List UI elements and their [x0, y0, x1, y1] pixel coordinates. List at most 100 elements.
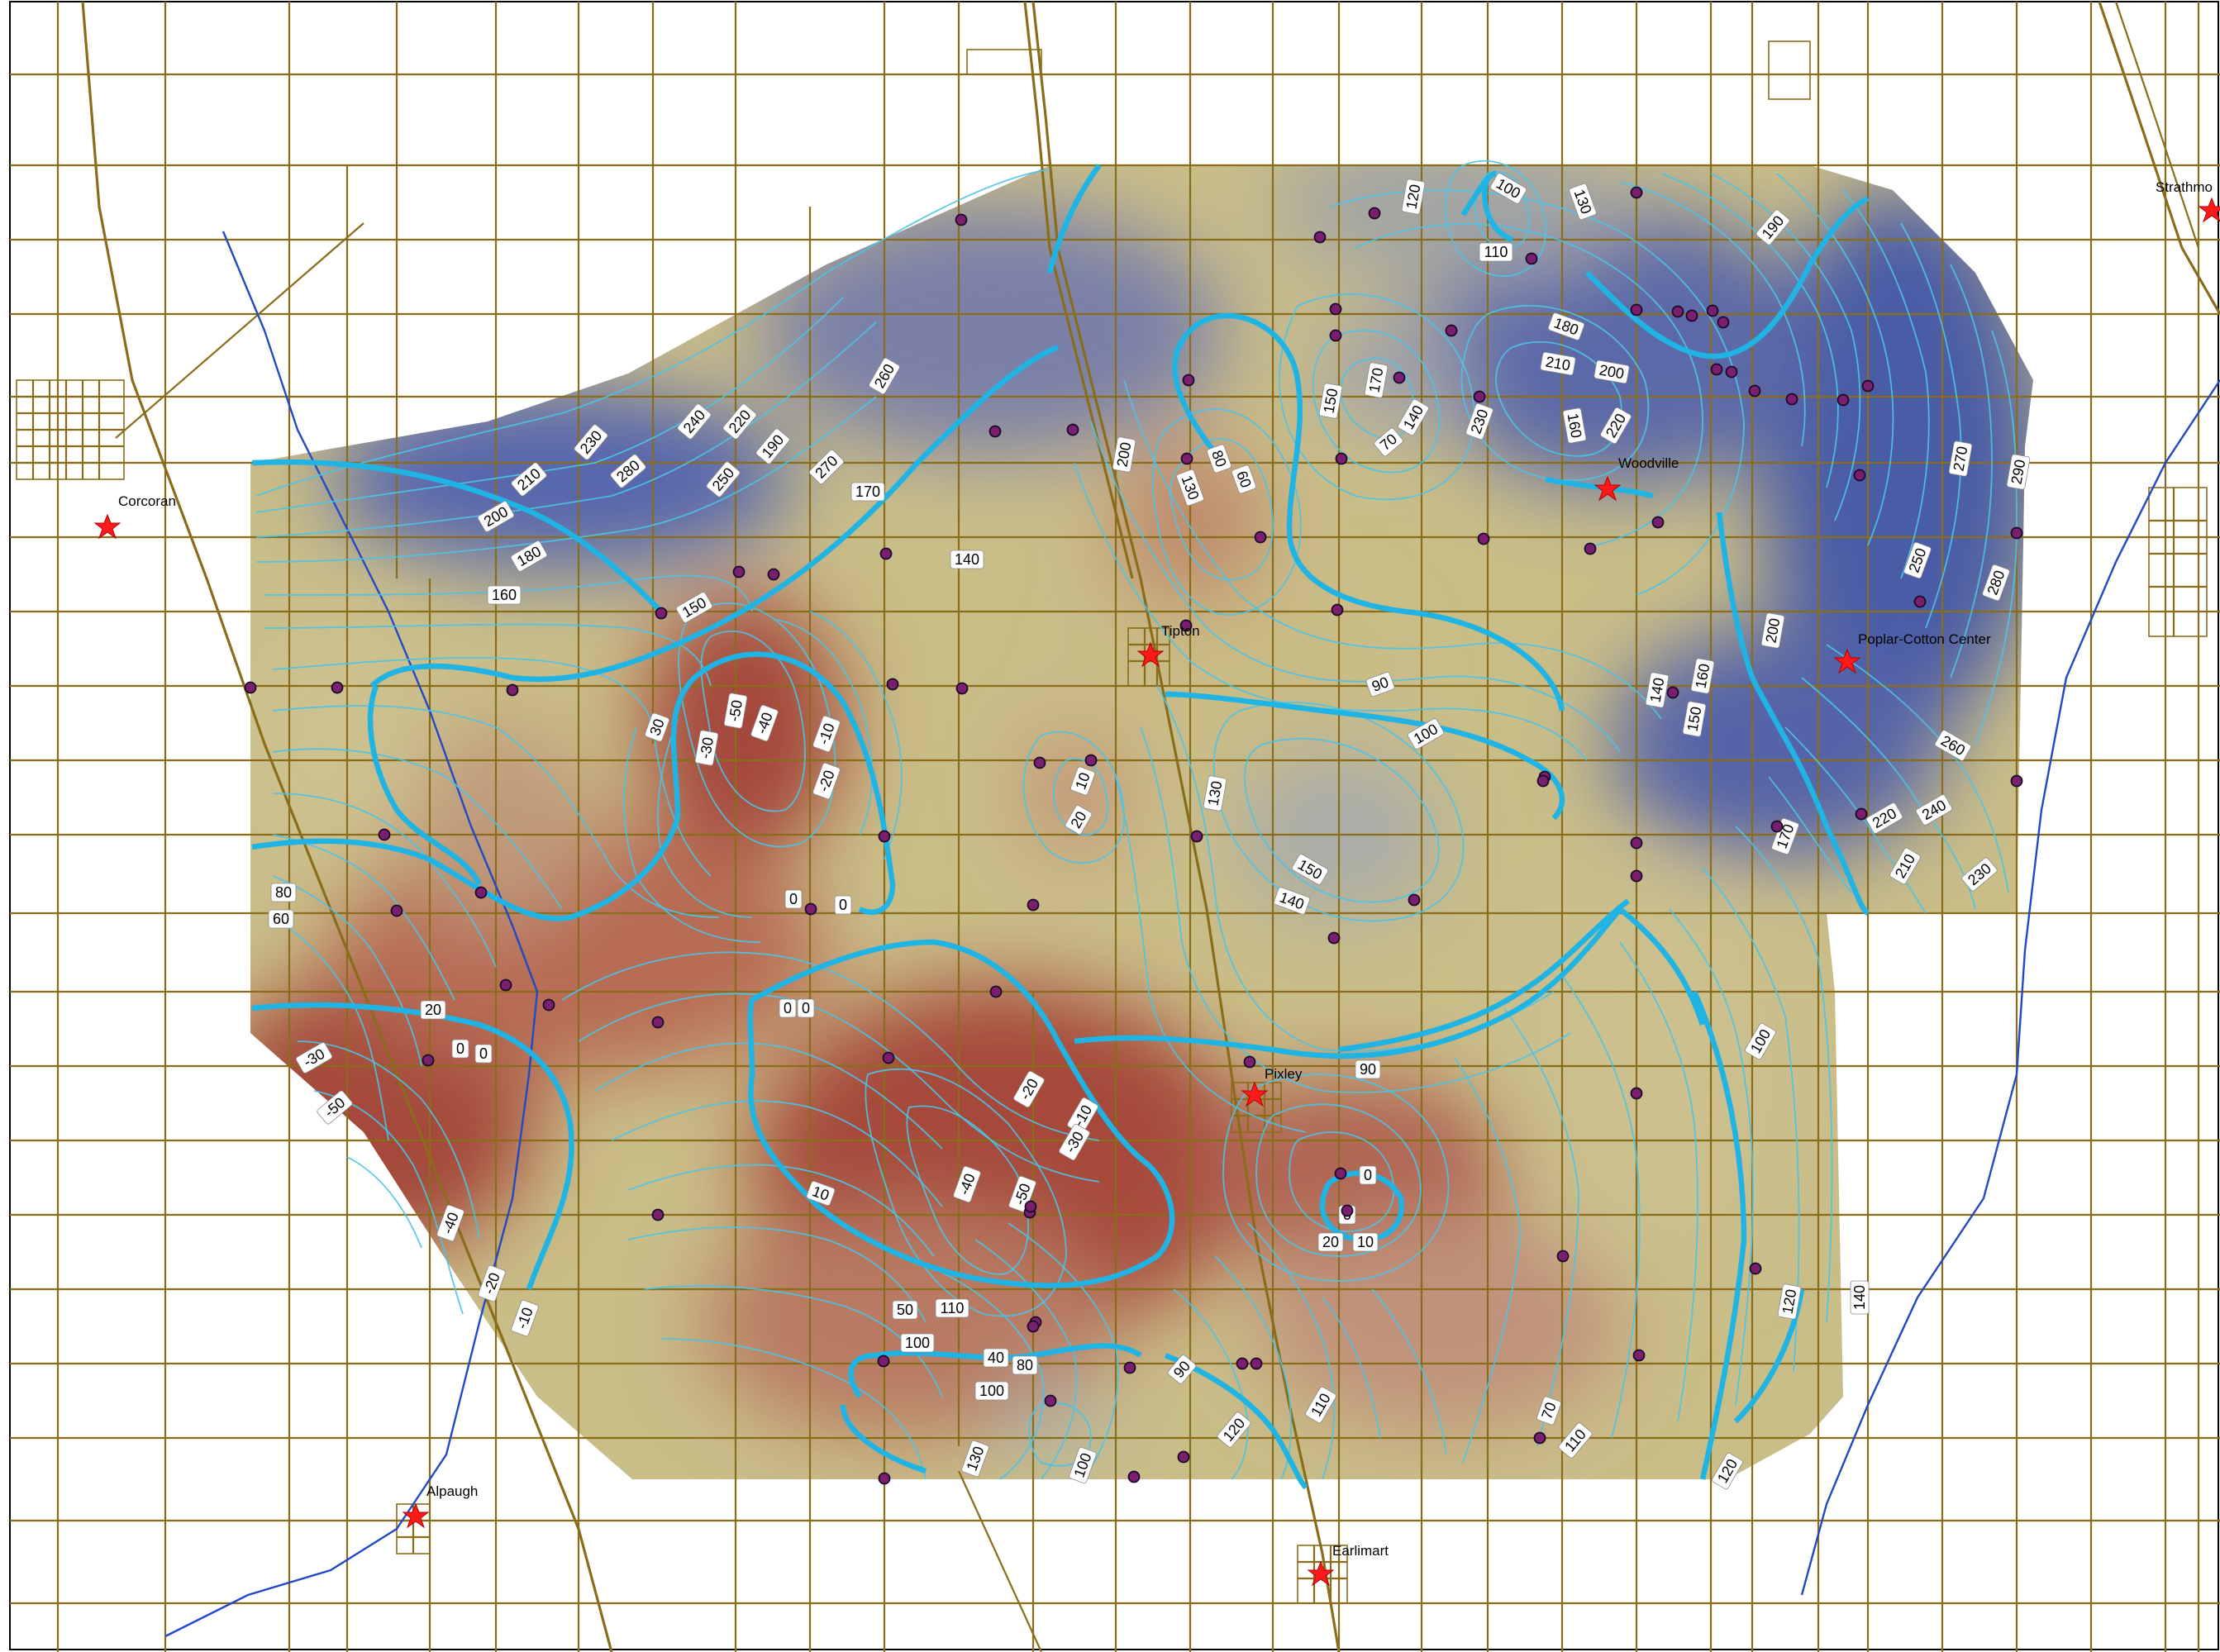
well-marker[interactable] [1335, 452, 1348, 465]
contour-label-text: -30 [697, 736, 717, 759]
well-marker[interactable] [1044, 1394, 1057, 1407]
well-marker[interactable] [878, 830, 891, 843]
town-alpaugh[interactable]: Alpaugh [402, 1483, 478, 1529]
well-marker[interactable] [1632, 1349, 1646, 1362]
well-marker[interactable] [422, 1054, 435, 1067]
well-marker[interactable] [1331, 603, 1344, 617]
well-marker[interactable] [2010, 774, 2023, 788]
well-marker[interactable] [1477, 532, 1490, 545]
well-marker[interactable] [474, 886, 488, 899]
well-marker[interactable] [882, 1051, 895, 1064]
well-marker[interactable] [651, 1016, 665, 1029]
town-pixley[interactable]: Pixley [1241, 1066, 1303, 1107]
well-marker[interactable] [879, 547, 893, 560]
well-marker[interactable] [1556, 1250, 1570, 1263]
well-marker[interactable] [1630, 186, 1643, 199]
well-marker[interactable] [989, 985, 1003, 998]
well-marker[interactable] [1393, 371, 1406, 384]
well-marker[interactable] [1785, 393, 1798, 406]
well-marker[interactable] [1630, 1087, 1643, 1100]
well-marker[interactable] [1027, 1320, 1040, 1333]
well-marker[interactable] [955, 213, 968, 226]
well-marker[interactable] [1853, 469, 1866, 482]
well-marker[interactable] [1525, 252, 1538, 265]
well-marker[interactable] [1685, 309, 1698, 322]
town-tipton[interactable]: Tipton [1136, 623, 1200, 668]
well-marker[interactable] [390, 904, 403, 917]
well-marker[interactable] [506, 683, 519, 697]
well-marker[interactable] [1630, 836, 1643, 850]
well-marker[interactable] [499, 978, 512, 992]
well-marker[interactable] [1855, 807, 1868, 821]
well-marker[interactable] [1033, 756, 1046, 769]
well-marker[interactable] [1329, 302, 1342, 316]
contour-label-text: 0 [784, 1000, 792, 1016]
well-marker[interactable] [1749, 1262, 1762, 1275]
well-marker[interactable] [1254, 531, 1267, 544]
well-marker[interactable] [1717, 316, 1730, 329]
well-marker[interactable] [1651, 516, 1665, 529]
well-marker[interactable] [1024, 1200, 1037, 1213]
well-marker[interactable] [1066, 423, 1079, 436]
well-marker[interactable] [878, 1472, 891, 1485]
well-marker[interactable] [1584, 542, 1597, 555]
well-marker[interactable] [1313, 231, 1327, 244]
well-marker[interactable] [804, 902, 817, 916]
well-marker[interactable] [955, 682, 969, 695]
well-marker[interactable] [1748, 384, 1761, 398]
well-marker[interactable] [655, 607, 668, 620]
contour-label: 100 [974, 1381, 1009, 1401]
well-marker[interactable] [1861, 379, 1875, 393]
well-marker[interactable] [1630, 303, 1643, 317]
well-marker[interactable] [1368, 207, 1381, 220]
well-marker[interactable] [2010, 526, 2023, 540]
well-marker[interactable] [1630, 869, 1643, 883]
well-marker[interactable] [1913, 595, 1927, 608]
well-marker[interactable] [732, 565, 746, 578]
well-marker[interactable] [1182, 374, 1195, 387]
town-strathmore[interactable]: Strathmo [2156, 179, 2220, 223]
well-marker[interactable] [886, 678, 899, 691]
well-marker[interactable] [877, 1354, 890, 1368]
well-marker[interactable] [331, 681, 344, 694]
well-marker[interactable] [1770, 820, 1784, 833]
well-marker[interactable] [1177, 1450, 1190, 1464]
well-marker[interactable] [1327, 931, 1341, 945]
well-marker[interactable] [1127, 1470, 1141, 1483]
well-marker[interactable] [1236, 1357, 1249, 1370]
well-marker[interactable] [1666, 686, 1679, 699]
town-label: Poplar-Cotton Center [1858, 631, 1991, 647]
well-marker[interactable] [1671, 305, 1684, 318]
well-marker[interactable] [1473, 390, 1486, 403]
town-corcoran[interactable]: Corcoran [93, 493, 176, 540]
well-marker[interactable] [1180, 452, 1193, 465]
well-marker[interactable] [1725, 365, 1738, 378]
well-marker[interactable] [244, 681, 257, 694]
well-marker[interactable] [1084, 754, 1098, 767]
town-poplar-cotton-center[interactable]: Poplar-Cotton Center [1833, 631, 1991, 674]
well-marker[interactable] [1190, 830, 1203, 843]
well-marker[interactable] [1533, 1431, 1546, 1445]
well-marker[interactable] [1027, 898, 1040, 912]
well-marker[interactable] [1243, 1055, 1256, 1069]
town-woodville[interactable]: Woodville [1594, 455, 1679, 502]
well-marker[interactable] [1250, 1357, 1263, 1370]
well-marker[interactable] [378, 828, 391, 841]
well-marker[interactable] [1837, 393, 1850, 407]
well-marker[interactable] [767, 568, 780, 581]
well-marker[interactable] [1329, 329, 1342, 342]
well-marker[interactable] [542, 998, 555, 1012]
well-marker[interactable] [989, 425, 1002, 438]
well-marker[interactable] [1179, 619, 1193, 632]
well-marker[interactable] [1536, 774, 1550, 788]
well-marker[interactable] [1341, 1204, 1354, 1217]
well-marker[interactable] [651, 1208, 665, 1221]
well-marker[interactable] [1123, 1361, 1136, 1374]
well-marker[interactable] [1408, 893, 1421, 907]
well-marker[interactable] [1445, 324, 1458, 337]
well-marker[interactable] [1710, 363, 1723, 376]
well-marker[interactable] [1334, 1167, 1347, 1180]
town-earlimart[interactable]: Earlimart [1307, 1543, 1389, 1587]
well-marker[interactable] [1706, 304, 1719, 317]
